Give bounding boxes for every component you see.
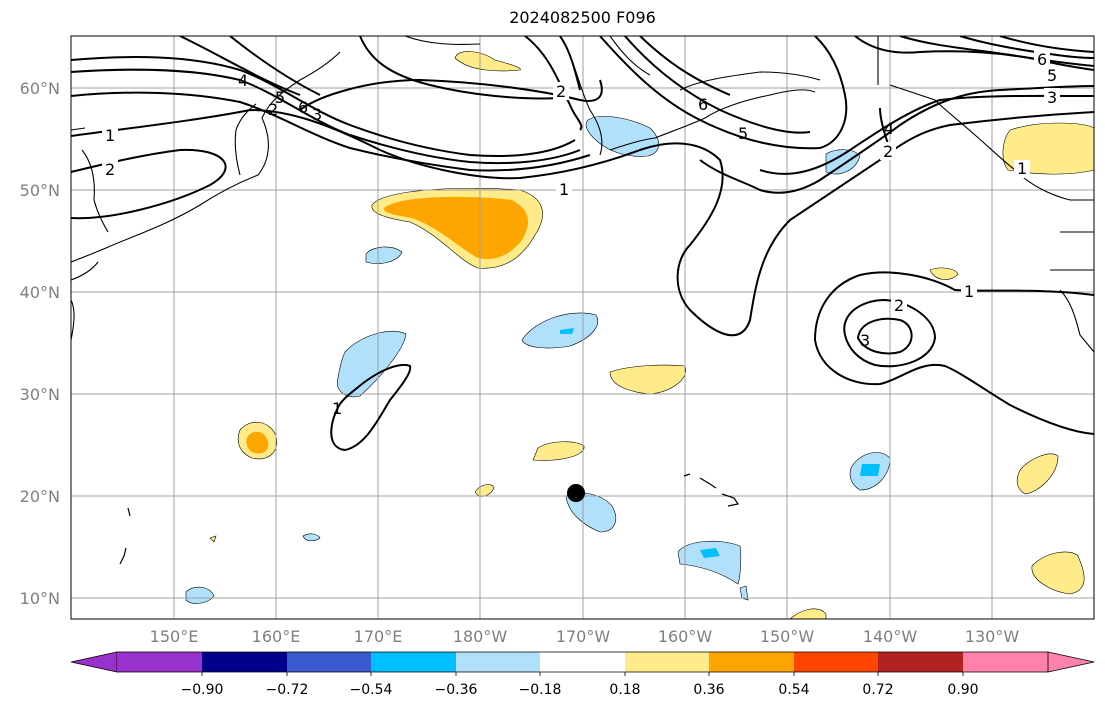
contour-lines — [71, 36, 1094, 452]
longitude-label: 150°E — [150, 627, 199, 646]
colorbar-segment — [878, 652, 963, 672]
negative-anomaly-region — [185, 586, 215, 604]
longitude-labels: 150°E 160°E 170°E 180°W 170°W 160°W 150°… — [150, 627, 1020, 646]
positive-anomaly-region — [246, 431, 269, 454]
negative-anomaly-region — [825, 149, 861, 175]
positive-anomaly-region — [929, 267, 959, 280]
shaded-anomalies — [185, 51, 1094, 619]
islands — [119, 473, 739, 565]
colorbar-tick-label: 0.72 — [862, 682, 893, 698]
colorbar-segment — [794, 652, 879, 672]
contour-label: 1 — [332, 399, 342, 418]
negative-anomaly-region — [677, 540, 742, 585]
contour-label: 6 — [298, 98, 308, 117]
contour-label: 3 — [312, 105, 322, 124]
longitude-label: 170°W — [556, 627, 611, 646]
latitude-label: 50°N — [20, 181, 60, 200]
contour-label: 2 — [105, 160, 115, 179]
contour-labels: 1 2 4 5 6 2 1 6 5 3 2 1 6 5 3 4 2 1 2 3 … — [102, 50, 1060, 418]
latitude-label: 40°N — [20, 283, 60, 302]
colorbar-max-extension — [1047, 651, 1095, 673]
colorbar-tick-label: 0.90 — [947, 682, 978, 698]
negative-anomaly-region — [860, 464, 880, 476]
positive-anomaly-region — [1016, 453, 1059, 495]
negative-anomaly-region — [560, 328, 574, 334]
colorbar-tick-label: −0.54 — [350, 682, 393, 698]
colorbar-segment — [287, 652, 372, 672]
contour-label: 6 — [698, 95, 708, 114]
positive-anomaly-region — [789, 608, 827, 619]
colorbar-segment — [963, 652, 1048, 672]
contour-label: 3 — [1047, 88, 1057, 107]
colorbar-tick-label: −0.72 — [266, 682, 309, 698]
positive-anomaly-region — [532, 441, 585, 461]
longitude-label: 170°E — [354, 627, 403, 646]
map-frame — [70, 35, 1095, 620]
contour-label: 2 — [268, 100, 278, 119]
latitude-labels: 60°N 50°N 40°N 30°N 20°N 10°N — [20, 79, 60, 608]
latitude-label: 30°N — [20, 385, 60, 404]
negative-anomaly-region — [336, 330, 407, 398]
positive-anomaly-region — [474, 484, 495, 497]
contour-label: 1 — [1017, 159, 1027, 178]
negative-anomaly-region — [700, 548, 720, 558]
contour-label: 2 — [556, 82, 566, 101]
negative-anomaly-region — [565, 492, 616, 533]
longitude-label: 160°E — [252, 627, 301, 646]
colorbar-tick-label: 0.18 — [609, 682, 640, 698]
contour-label: 5 — [738, 124, 748, 143]
colorbar-tick-label: 0.36 — [693, 682, 724, 698]
positive-anomaly-region — [1031, 551, 1085, 595]
map-title: 2024082500 F096 — [509, 8, 656, 27]
longitude-label: 140°W — [863, 627, 918, 646]
colorbar-tick-label: −0.90 — [181, 682, 224, 698]
colorbar-segment — [371, 652, 456, 672]
colorbar-tick-label: 0.54 — [778, 682, 809, 698]
gridlines — [71, 36, 1094, 619]
positive-anomaly-region — [454, 51, 521, 72]
coastlines — [71, 36, 1094, 353]
colorbar-tick-label: −0.36 — [435, 682, 478, 698]
colorbar: −0.90 −0.72 −0.54 −0.36 −0.18 0.18 0.36 … — [70, 651, 1095, 698]
contour-label: 3 — [860, 331, 870, 350]
latitude-label: 10°N — [20, 589, 60, 608]
location-marker — [567, 484, 585, 502]
negative-anomaly-region — [521, 312, 598, 349]
colorbar-segment — [202, 652, 287, 672]
positive-anomaly-region — [209, 535, 217, 543]
contour-label: 2 — [883, 142, 893, 161]
negative-anomaly-region — [302, 533, 321, 542]
negative-anomaly-region — [365, 246, 403, 264]
contour-label: 4 — [238, 71, 248, 90]
colorbar-segment — [625, 652, 710, 672]
contour-label: 4 — [884, 119, 894, 138]
colorbar-segment — [117, 652, 202, 672]
contour-label: 1 — [105, 126, 115, 145]
negative-anomaly-region — [585, 115, 660, 157]
latitude-label: 20°N — [20, 487, 60, 506]
longitude-label: 180°W — [453, 627, 508, 646]
colorbar-segment — [540, 652, 625, 672]
positive-anomaly-region — [383, 196, 528, 260]
colorbar-segment — [709, 652, 794, 672]
longitude-label: 150°W — [760, 627, 815, 646]
longitude-label: 130°W — [965, 627, 1020, 646]
latitude-label: 60°N — [20, 79, 60, 98]
contour-label: 1 — [559, 180, 569, 199]
negative-anomaly-region — [739, 585, 749, 601]
colorbar-tick-label: −0.18 — [519, 682, 562, 698]
contour-label: 5 — [275, 88, 285, 107]
longitude-label: 160°W — [658, 627, 713, 646]
positive-anomaly-region — [609, 364, 687, 395]
contour-label: 1 — [964, 282, 974, 301]
contour-label: 6 — [1037, 50, 1047, 69]
colorbar-segment — [456, 652, 541, 672]
contour-label: 2 — [894, 296, 904, 315]
colorbar-min-extension — [70, 651, 118, 673]
contour-label: 5 — [1047, 66, 1057, 85]
